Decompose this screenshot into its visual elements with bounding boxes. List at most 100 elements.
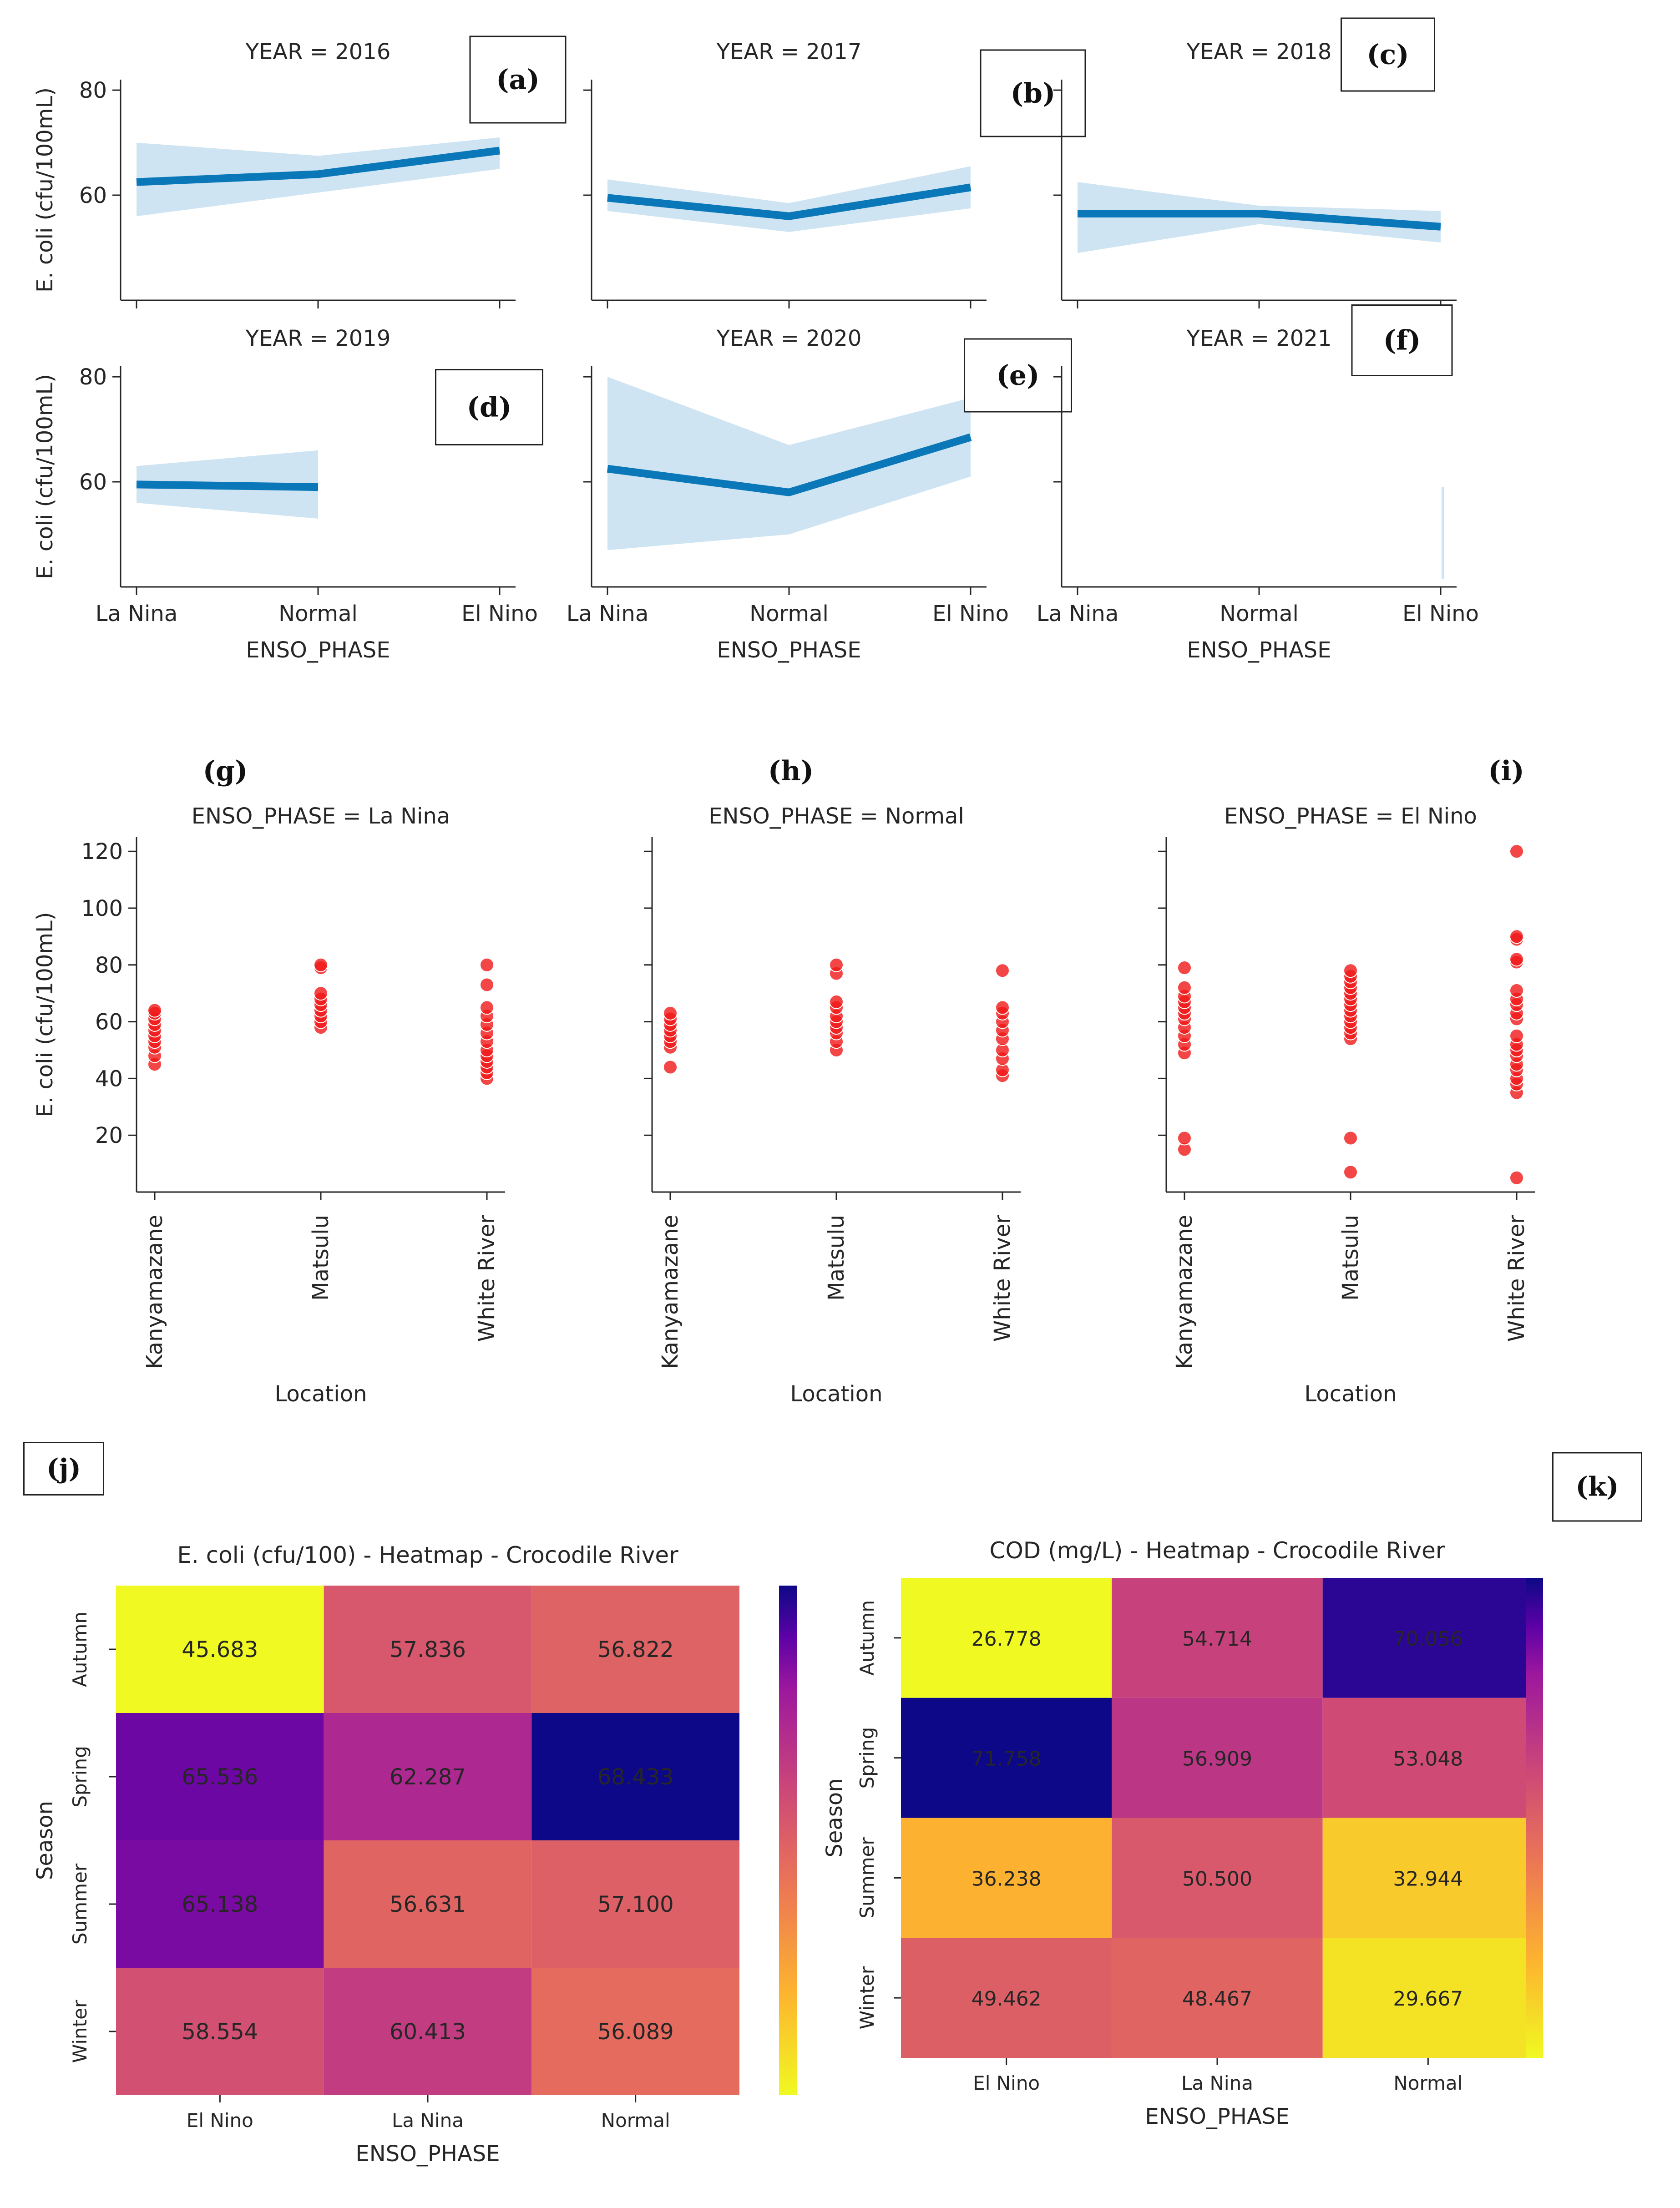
- x-tick-label: Normal: [1220, 601, 1299, 627]
- data-point: [480, 977, 494, 992]
- panel-label-frame: [1341, 17, 1435, 92]
- heatmap-cell: [1112, 1578, 1323, 1698]
- heatmap-cell: [901, 1698, 1112, 1818]
- panel-label: (k): [1575, 1471, 1619, 1502]
- colorbar: [779, 1586, 797, 2095]
- panel-title: ENSO_PHASE = El Nino: [1224, 803, 1477, 829]
- x-tick-label: La Nina: [1181, 2072, 1253, 2094]
- heatmap-cell: [324, 1586, 532, 1713]
- x-tick-label: White River: [474, 1215, 500, 1342]
- x-tick-label: Normal: [749, 601, 829, 627]
- line-panel: La Nina Normal El Nino ENSO_PHASE YEAR = 202…: [1037, 304, 1479, 663]
- data-point: [1343, 1165, 1358, 1180]
- panel-label: (g): [203, 755, 248, 787]
- line-panel: 60 80 E. coli (cfu/100mL) YEAR = 2016 (a): [32, 35, 567, 308]
- data-point: [1509, 1170, 1524, 1185]
- panel-title: YEAR = 2016: [245, 39, 391, 65]
- x-tick-label: Matsulu: [308, 1215, 334, 1301]
- x-tick-label: El Nino: [187, 2109, 253, 2132]
- heatmap-cell: [901, 1578, 1112, 1698]
- data-point: [314, 986, 328, 1001]
- panel-label-frame: [23, 1442, 104, 1496]
- heatmap-value: 29.667: [1393, 1987, 1463, 2011]
- mean-line: [136, 147, 501, 186]
- confidence-band: [607, 166, 971, 232]
- panel-title: ENSO_PHASE = La Nina: [192, 803, 450, 829]
- heatmap-value: 56.822: [597, 1637, 674, 1662]
- y-tick-label: Summer: [69, 1863, 91, 1945]
- x-tick-label: White River: [1504, 1215, 1529, 1342]
- x-axis-title: ENSO_PHASE: [717, 637, 861, 663]
- y-axis-title: Season: [822, 1778, 847, 1857]
- scatter-panel: Kanyamazane Matsulu White River Location ENS…: [644, 755, 1021, 1407]
- panel-label-frame: [1552, 1452, 1642, 1522]
- colorbar: [1526, 1578, 1543, 2058]
- x-tick-label: El Nino: [932, 601, 1009, 627]
- data-point: [1343, 1131, 1358, 1146]
- panel-title: ENSO_PHASE = Normal: [708, 803, 964, 829]
- heatmap-value: 70.056: [1393, 1627, 1463, 1651]
- heatmap-value: 65.138: [182, 1892, 258, 1917]
- y-axis-title: E. coli (cfu/100mL): [32, 374, 58, 579]
- heatmap-cell: [901, 1818, 1112, 1938]
- heatmap-cell: [531, 1713, 739, 1840]
- data-point: [829, 994, 844, 1009]
- heatmap-value: 57.100: [597, 1892, 674, 1917]
- panel-title: YEAR = 2019: [245, 326, 391, 351]
- x-axis-title: ENSO_PHASE: [1145, 2104, 1289, 2129]
- data-point: [829, 957, 844, 972]
- x-tick-label: Normal: [278, 601, 358, 627]
- heatmap-panel: 26.778 54.714 70.056 71.758 56.909 53.048 36.2…: [822, 1452, 1642, 2129]
- panel-title: YEAR = 2021: [1186, 326, 1332, 351]
- panel-label: (d): [467, 391, 512, 423]
- x-tick-label: Kanyamazane: [142, 1215, 167, 1369]
- heatmap-value: 48.467: [1182, 1987, 1252, 2011]
- x-tick-label: El Nino: [1402, 601, 1479, 627]
- mean-line: [1078, 209, 1441, 231]
- x-axis-title: Location: [1304, 1381, 1397, 1407]
- location-scatter-panels: 20 40 60 80 100 120 Kanyamazane Matsulu White Ri…: [32, 755, 1535, 1407]
- heatmap-cell: [1322, 1578, 1533, 1698]
- data-point: [1177, 960, 1192, 975]
- heatmap-cell: [116, 1586, 324, 1713]
- data-point: [314, 957, 328, 972]
- panel-label: (j): [46, 1453, 81, 1484]
- panel-title: YEAR = 2020: [716, 326, 862, 351]
- heatmap-value: 54.714: [1182, 1627, 1252, 1651]
- heatmap-value: 50.500: [1182, 1867, 1252, 1890]
- heatmap-value: 53.048: [1393, 1748, 1463, 1771]
- y-tick-label: Spring: [856, 1727, 878, 1789]
- x-axis-title: ENSO_PHASE: [1187, 637, 1331, 663]
- panel-label-box: (c): [1341, 17, 1435, 92]
- x-tick-label: Matsulu: [1338, 1215, 1363, 1301]
- data-point: [663, 1005, 678, 1021]
- heatmap-cell: [1112, 1818, 1323, 1938]
- heatmap-cell: [116, 1968, 324, 2095]
- y-tick-label: Autumn: [69, 1612, 91, 1687]
- data-point: [663, 1060, 678, 1075]
- data-point: [1343, 963, 1358, 978]
- panel-title: YEAR = 2017: [716, 39, 862, 65]
- x-tick-label: El Nino: [461, 601, 538, 627]
- heatmap-value: 56.909: [1182, 1748, 1252, 1771]
- y-tick-label: 80: [79, 78, 107, 103]
- heatmap-value: 36.238: [972, 1867, 1042, 1890]
- heatmap-title: COD (mg/L) - Heatmap - Crocodile River: [990, 1537, 1445, 1564]
- panel-label-box: (k): [1552, 1452, 1642, 1522]
- panel-label-frame: [964, 338, 1072, 413]
- y-tick-label: 80: [79, 364, 107, 390]
- heatmap-value: 62.287: [390, 1764, 466, 1790]
- heatmap-cell: [1322, 1818, 1533, 1938]
- data-point: [995, 963, 1010, 978]
- data-point: [1177, 1131, 1192, 1146]
- panel-label: (i): [1488, 755, 1524, 787]
- scatter-panel: Kanyamazane Matsulu White River Location ENS…: [1158, 755, 1535, 1407]
- y-tick-label: 40: [95, 1066, 123, 1091]
- y-tick-label: Winter: [856, 1966, 878, 2029]
- heatmap-value: 68.433: [597, 1764, 674, 1790]
- panel-label-box: (d): [435, 369, 543, 445]
- heatmap-cell: [531, 1840, 739, 1968]
- y-tick-label: Summer: [856, 1837, 878, 1919]
- line-panel: La Nina Normal El Nino ENSO_PHASE YEAR = 202…: [567, 326, 1072, 663]
- season-heatmaps: 45.683 57.836 56.822 65.536 62.287 68.433 65.1…: [23, 1442, 1642, 2167]
